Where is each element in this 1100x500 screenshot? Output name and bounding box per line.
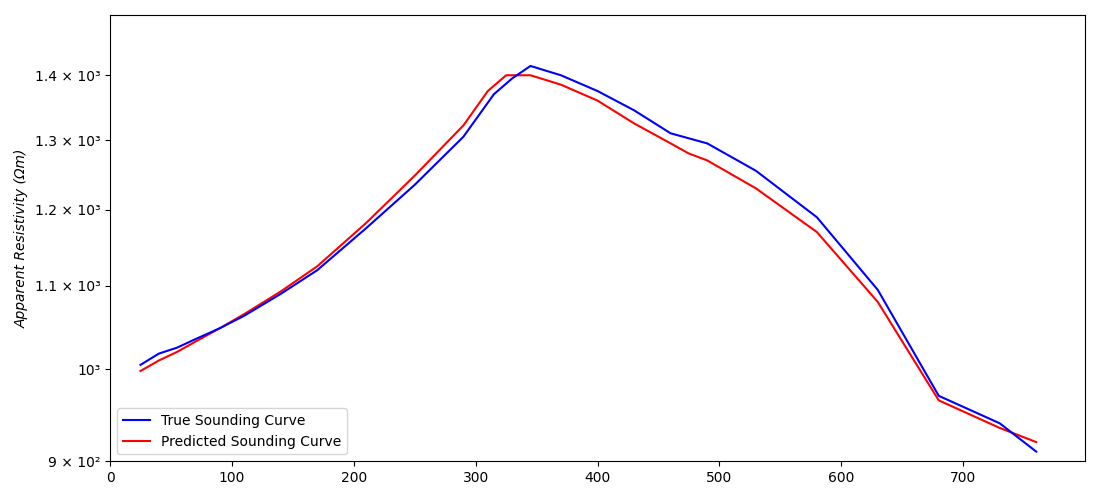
True Sounding Curve [932,393,945,399]
Legend: True Sounding Curve, Predicted Sounding Curve: True Sounding Curve, Predicted Sounding … [117,408,348,455]
Predicted Sounding Curve [274,288,287,294]
Predicted Sounding Curve [408,172,421,178]
Predicted Sounding Curve [524,72,537,78]
True Sounding Curve [487,91,500,97]
Predicted Sounding Curve [749,186,762,192]
True Sounding Curve [134,362,147,368]
Line: True Sounding Curve: True Sounding Curve [141,66,1036,452]
Predicted Sounding Curve [134,368,147,374]
Predicted Sounding Curve [189,338,202,344]
Y-axis label: Apparent Resistivity (Ωm): Apparent Resistivity (Ωm) [15,148,29,328]
True Sounding Curve [664,130,678,136]
Predicted Sounding Curve [456,122,470,128]
Predicted Sounding Curve [811,229,824,235]
True Sounding Curve [811,214,824,220]
Predicted Sounding Curve [360,220,373,226]
True Sounding Curve [524,63,537,69]
True Sounding Curve [456,134,470,140]
True Sounding Curve [993,420,1007,426]
True Sounding Curve [871,287,884,293]
Predicted Sounding Curve [213,326,227,332]
Line: Predicted Sounding Curve: Predicted Sounding Curve [141,76,1036,442]
True Sounding Curve [238,313,251,319]
True Sounding Curve [170,344,184,350]
Predicted Sounding Curve [499,72,513,78]
Predicted Sounding Curve [554,82,568,87]
Predicted Sounding Curve [591,98,604,103]
Predicted Sounding Curve [152,358,165,364]
True Sounding Curve [627,108,640,114]
Predicted Sounding Curve [993,425,1007,431]
Predicted Sounding Curve [238,311,251,317]
Predicted Sounding Curve [481,88,494,94]
Predicted Sounding Curve [310,264,323,270]
True Sounding Curve [274,291,287,297]
True Sounding Curve [189,336,202,342]
Predicted Sounding Curve [682,150,695,156]
True Sounding Curve [1030,448,1043,454]
True Sounding Curve [213,326,227,332]
True Sounding Curve [506,76,519,82]
True Sounding Curve [152,350,165,356]
True Sounding Curve [749,168,762,174]
Predicted Sounding Curve [627,120,640,126]
True Sounding Curve [676,134,690,140]
Predicted Sounding Curve [932,398,945,404]
Predicted Sounding Curve [1030,439,1043,445]
Predicted Sounding Curve [170,349,184,355]
Predicted Sounding Curve [871,299,884,305]
True Sounding Curve [554,72,568,78]
True Sounding Curve [360,226,373,232]
True Sounding Curve [408,182,421,188]
True Sounding Curve [310,267,323,273]
Predicted Sounding Curve [664,140,678,146]
True Sounding Curve [701,140,714,146]
True Sounding Curve [591,88,604,94]
Predicted Sounding Curve [701,158,714,164]
